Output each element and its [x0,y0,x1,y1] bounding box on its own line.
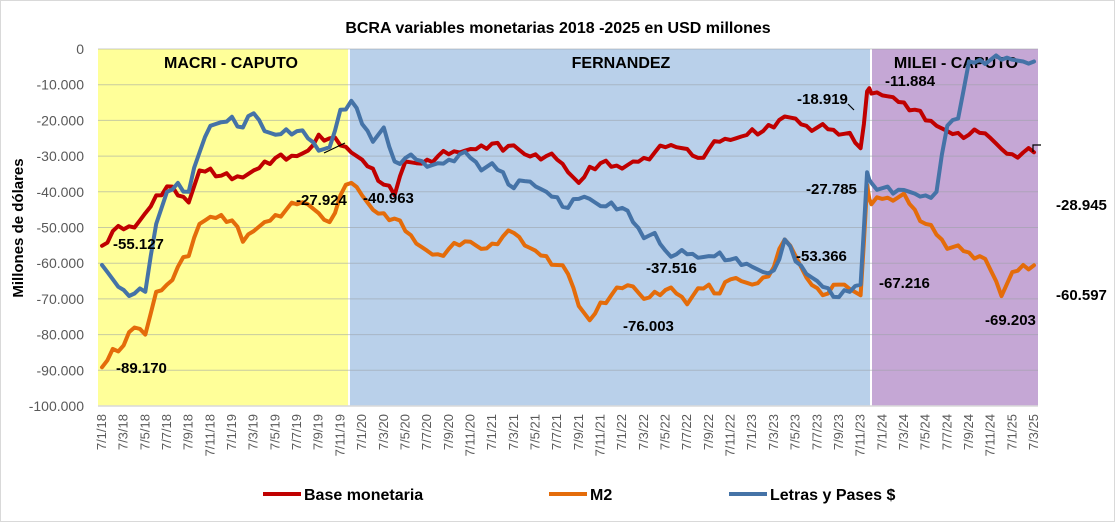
y-axis-ticks: 0 -10.000 -20.000 -30.000 -40.000 -50.000 -60.… [29,41,84,414]
data-label: -60.597 [1056,287,1107,304]
y-tick-label: -30.000 [37,148,85,164]
x-tick-label: 7/7/18 [159,414,174,450]
data-label: -37.516 [646,260,697,277]
y-tick-label: -100.000 [29,398,84,414]
leader-line [323,142,346,154]
x-tick-label: 7/9/19 [311,414,326,450]
legend: Base monetaria M2 Letras y Pases $ [263,487,896,504]
x-tick-label: 7/7/22 [679,414,694,450]
x-tick-label: 7/11/20 [462,414,477,456]
x-tick-label: 7/11/22 [723,414,738,456]
x-tick-label: 7/7/21 [549,414,564,450]
y-tick-label: -90.000 [37,362,85,378]
y-tick-label: -70.000 [37,291,85,307]
x-tick-label: 7/7/24 [939,414,954,450]
gridlines [98,48,1038,407]
x-tick-label: 7/11/23 [853,414,868,456]
x-tick-label: 7/9/24 [961,414,976,450]
x-tick-label: 7/5/22 [658,414,673,450]
x-tick-label: 7/9/18 [181,414,196,450]
x-tick-label: 7/1/22 [614,414,629,450]
x-tick-label: 7/3/24 [896,414,911,450]
data-label: -69.203 [985,312,1036,329]
x-tick-label: 7/3/20 [376,414,391,450]
period-label: MACRI - CAPUTO [164,55,298,72]
y-tick-label: -60.000 [37,255,85,271]
x-tick-label: 7/1/19 [224,414,239,450]
annotations: -55.127 -89.170 -27.924 -40.963 -37.516 -76.0… [113,73,1107,377]
x-tick-label: 7/11/18 [202,414,217,456]
data-label: -53.366 [796,248,847,265]
series-lines [100,53,1036,370]
data-label: -11.884 [885,73,936,90]
x-tick-label: 7/1/18 [94,414,109,450]
x-tick-label: 7/5/19 [267,414,282,450]
legend-label: Letras y Pases $ [770,487,896,504]
data-label: -27.924 [296,192,348,209]
x-tick-label: 7/3/21 [506,414,521,450]
x-tick-label: 7/1/21 [484,414,499,450]
x-tick-label: 7/5/24 [918,414,933,450]
x-tick-label: 7/7/23 [809,414,824,450]
x-tick-label: 7/5/18 [137,414,152,450]
x-tick-label: 7/3/19 [246,414,261,450]
data-label: -55.127 [113,236,164,253]
series-line-2 [100,53,1036,300]
y-tick-label: -40.000 [37,184,85,200]
x-tick-label: 7/11/24 [983,414,998,456]
x-tick-label: 7/5/23 [788,414,803,450]
x-tick-label: 7/1/20 [354,414,369,450]
data-label: -40.963 [363,190,414,207]
x-tick-label: 7/11/19 [332,414,347,456]
data-label: -76.003 [623,318,674,335]
x-tick-label: 7/3/23 [766,414,781,450]
x-tick-label: 7/9/20 [441,414,456,450]
leader-line [847,103,855,111]
y-axis-label: Millones de dólares [10,158,27,297]
data-label: -27.785 [806,181,857,198]
chart-title: BCRA variables monetarias 2018 -2025 en … [345,20,770,37]
x-tick-label: 7/7/19 [289,414,304,450]
x-tick-label: 7/9/21 [571,414,586,450]
x-tick-label: 7/11/21 [593,414,608,456]
x-tick-label: 7/5/20 [397,414,412,450]
data-label: -89.170 [116,360,167,377]
legend-label: Base monetaria [304,487,423,504]
period-label: FERNANDEZ [572,55,671,72]
x-axis-ticks: 7/1/18 7/3/18 7/5/18 7/7/18 7/9/18 7/11/18 7/1… [94,414,1041,456]
legend-label: M2 [590,487,612,504]
x-tick-label: 7/7/20 [419,414,434,450]
data-label: -67.216 [879,275,930,292]
x-tick-label: 7/3/18 [116,414,131,450]
x-tick-label: 7/5/21 [527,414,542,450]
x-tick-label: 7/3/25 [1026,414,1041,450]
y-tick-label: -10.000 [37,77,85,93]
period-label: MILEI - CAPUTO [894,55,1018,72]
x-tick-label: 7/1/24 [874,414,889,450]
y-tick-label: 0 [76,41,84,57]
y-tick-label: -50.000 [37,220,85,236]
x-tick-label: 7/9/22 [701,414,716,450]
series-line-1 [100,180,1036,370]
y-tick-label: -20.000 [37,112,85,128]
x-tick-label: 7/1/25 [1004,414,1019,450]
y-tick-label: -80.000 [37,327,85,343]
leader-line [1032,144,1041,152]
x-tick-label: 7/3/22 [636,414,651,450]
series-line-0 [100,86,1036,248]
x-tick-label: 7/9/23 [831,414,846,450]
data-label: -18.919 [797,91,848,108]
data-label: -28.945 [1056,197,1107,214]
x-tick-label: 7/1/23 [744,414,759,450]
